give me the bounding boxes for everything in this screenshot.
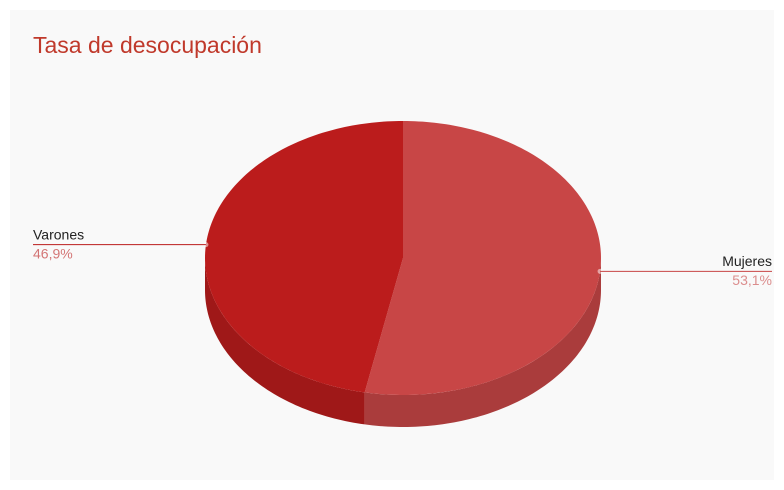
slice [205, 121, 403, 393]
slice-side [364, 258, 601, 427]
slice [364, 121, 601, 395]
slice-label: Mujeres [722, 253, 772, 269]
slice-label: Varones [33, 226, 84, 242]
slice-side [205, 258, 365, 425]
chart-title: Tasa de desocupación [33, 32, 262, 58]
slice-value-label: 53,1% [732, 272, 772, 288]
slice-value-label: 46,9% [33, 245, 73, 261]
